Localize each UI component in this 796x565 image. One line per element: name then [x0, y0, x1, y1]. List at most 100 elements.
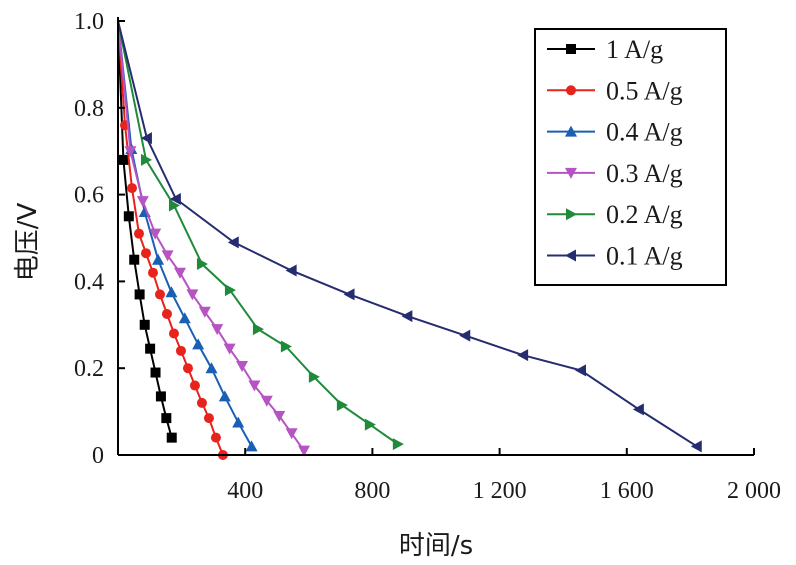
legend-item: 0.4 A/g [547, 118, 683, 147]
data-point [336, 399, 348, 412]
axes: 400 800 1 200 1 600 2 000 0 0.2 0.4 0.6 0.8 1.0 [74, 9, 781, 504]
legend-label: 0.1 A/g [606, 242, 683, 271]
data-point [632, 403, 644, 416]
series-0 [117, 20, 177, 443]
data-point [273, 410, 286, 422]
data-point [203, 413, 214, 424]
x-axis-title: 时间/s [399, 531, 473, 561]
data-point [140, 153, 152, 166]
x-tick-label: 1 600 [600, 478, 654, 504]
y-tick-label: 1.0 [74, 9, 104, 35]
x-tick-label: 1 200 [473, 478, 527, 504]
data-point [118, 154, 129, 165]
data-point [205, 362, 218, 374]
data-point [392, 438, 404, 451]
data-point [189, 380, 200, 391]
data-point [248, 380, 261, 392]
data-point [285, 428, 298, 440]
data-point [196, 258, 208, 271]
legend-items: 1 A/g 0.5 A/g 0.4 A/g 0.3 A/g 0.2 A/g 0.1 A/g [547, 35, 683, 271]
data-point [149, 228, 162, 240]
x-tick-label: 800 [354, 478, 390, 504]
data-point [126, 183, 137, 194]
legend-marker [565, 167, 577, 179]
legend-marker [566, 85, 576, 96]
data-point [236, 361, 249, 373]
y-axis-title: 电压/V [13, 203, 43, 282]
data-point [218, 390, 231, 402]
data-point [280, 340, 292, 353]
data-point [575, 364, 587, 377]
data-point [186, 289, 199, 301]
data-point [166, 432, 177, 443]
data-point [308, 370, 320, 383]
series-line [117, 20, 224, 456]
legend-marker [566, 44, 576, 54]
legend-marker [565, 249, 576, 262]
data-point [175, 345, 186, 356]
legend-label: 0.2 A/g [606, 200, 683, 229]
legend-marker [565, 125, 577, 137]
data-point [145, 343, 156, 354]
series-4 [117, 20, 404, 451]
data-point [227, 236, 239, 249]
data-point [459, 329, 471, 342]
legend: 1 A/g 0.5 A/g 0.4 A/g 0.3 A/g 0.2 A/g 0.1 A/g [534, 28, 727, 286]
data-point [285, 264, 297, 277]
data-point [133, 228, 144, 239]
data-point [196, 397, 207, 408]
data-point [223, 343, 236, 355]
series-1 [117, 20, 228, 460]
data-point [343, 288, 355, 301]
series-line [117, 20, 698, 448]
data-point [198, 306, 211, 318]
y-tick-label: 0.4 [74, 269, 104, 295]
data-point [140, 248, 151, 259]
legend-label: 0.4 A/g [606, 118, 683, 147]
x-tick-label: 2 000 [727, 478, 781, 504]
series-line [117, 20, 173, 438]
legend-marker [566, 208, 577, 221]
data-point [245, 440, 258, 452]
y-tick-label: 0.8 [74, 96, 104, 122]
data-point [690, 440, 702, 453]
data-point [224, 284, 236, 297]
data-point [211, 324, 224, 336]
data-point [260, 395, 273, 407]
data-point [210, 432, 221, 443]
data-point [155, 391, 166, 402]
data-point [161, 413, 172, 424]
data-point [168, 199, 180, 212]
x-ticks: 400 800 1 200 1 600 2 000 [227, 448, 781, 504]
y-tick-label: 0.6 [74, 183, 104, 209]
y-tick-label: 0 [92, 443, 104, 469]
data-point [182, 363, 193, 374]
data-point [139, 319, 150, 330]
series-line [117, 20, 305, 452]
x-tick-label: 400 [227, 478, 263, 504]
data-point [178, 312, 191, 324]
data-point [154, 289, 165, 300]
data-point [168, 328, 179, 339]
data-point [169, 192, 181, 205]
data-point [152, 253, 165, 265]
data-point [364, 418, 376, 431]
data-point [136, 196, 149, 208]
data-point [174, 267, 187, 279]
data-point [123, 211, 134, 222]
legend-box [534, 28, 727, 286]
data-point [150, 367, 161, 378]
data-point [165, 286, 178, 298]
legend-item: 0.3 A/g [547, 159, 683, 188]
data-point [298, 445, 311, 457]
legend-label: 1 A/g [606, 35, 663, 64]
data-point [161, 250, 174, 262]
data-point [517, 349, 529, 362]
data-point [134, 289, 145, 300]
plot-series [117, 20, 702, 460]
y-ticks: 0 0.2 0.4 0.6 0.8 1.0 [74, 9, 125, 469]
legend-item: 0.5 A/g [547, 76, 683, 105]
legend-item: 0.1 A/g [547, 242, 683, 271]
legend-item: 1 A/g [547, 35, 663, 64]
